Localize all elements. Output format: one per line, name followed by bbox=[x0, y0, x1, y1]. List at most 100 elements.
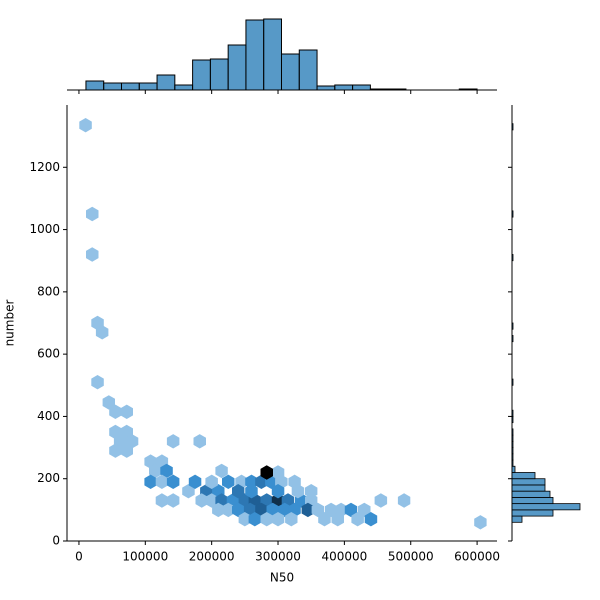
hexbin-cell bbox=[232, 484, 245, 499]
right-histogram-bar bbox=[511, 472, 536, 480]
hexbin-cell bbox=[109, 443, 122, 458]
top-histogram-bar bbox=[85, 80, 105, 91]
hexbin-cell bbox=[318, 512, 331, 527]
top-histogram-bar bbox=[352, 84, 371, 91]
right-histogram-bar bbox=[511, 459, 514, 467]
top-histogram-bar bbox=[334, 84, 354, 91]
hexbin-cell bbox=[271, 512, 285, 527]
hexbin-cell bbox=[245, 474, 258, 489]
hexbin-cell bbox=[160, 463, 173, 479]
hexbin-cell bbox=[374, 493, 388, 508]
hexbin-cell bbox=[120, 443, 133, 458]
right-histogram-bar bbox=[511, 210, 514, 218]
y-tick-label: 200 bbox=[37, 471, 60, 485]
top-histogram-bar bbox=[298, 49, 318, 91]
x-tick-label: 500000 bbox=[388, 550, 434, 564]
hexbin-cell bbox=[144, 474, 157, 489]
x-tick-label: 100000 bbox=[122, 550, 168, 564]
hexbin-cell bbox=[331, 512, 344, 527]
right-histogram-bar bbox=[511, 503, 581, 511]
hexbin-cell bbox=[285, 512, 298, 527]
top-histogram-bar bbox=[369, 88, 389, 91]
x-tick-label: 600000 bbox=[454, 550, 500, 564]
top-histogram-bar bbox=[458, 88, 478, 91]
right-histogram-bar bbox=[511, 447, 514, 455]
right-histogram-bar bbox=[511, 335, 514, 343]
hexbin-cell bbox=[271, 484, 285, 499]
top-histogram-bar bbox=[192, 59, 211, 91]
top-histogram-bar bbox=[280, 53, 300, 91]
hexbin-cell bbox=[324, 502, 338, 518]
hexbin-cell bbox=[79, 118, 92, 133]
hexbin-cell bbox=[358, 502, 371, 518]
right-histogram-bar bbox=[511, 496, 554, 505]
hexbin-cell bbox=[182, 484, 195, 499]
hexbin-cell bbox=[344, 502, 358, 518]
hexbin-cell bbox=[215, 463, 228, 479]
hexbin-cell bbox=[301, 502, 315, 518]
right-histogram-bar bbox=[511, 123, 514, 131]
right-histogram-bar bbox=[511, 465, 516, 473]
right-histogram-bar bbox=[511, 509, 554, 517]
top-histogram-bar bbox=[263, 18, 282, 91]
hexbin-cell bbox=[222, 502, 235, 518]
hexbin-cell bbox=[102, 395, 115, 410]
right-histogram-bar bbox=[511, 409, 514, 417]
top-histogram-bar bbox=[103, 82, 122, 91]
hexbin-cell bbox=[232, 502, 245, 518]
y-axis-label: number bbox=[3, 300, 17, 347]
top-histogram-bar bbox=[227, 44, 247, 91]
y-tick-label: 1000 bbox=[29, 222, 60, 236]
right-histogram-bar bbox=[511, 322, 514, 330]
top-histogram-bar bbox=[138, 82, 158, 91]
hexbin-cell bbox=[166, 474, 180, 489]
y-tick-label: 0 bbox=[52, 534, 60, 548]
hexbin-cell bbox=[205, 474, 218, 489]
y-tick-label: 800 bbox=[37, 284, 60, 298]
x-tick-label: 200000 bbox=[189, 550, 235, 564]
right-histogram-bar bbox=[511, 378, 514, 386]
hexbin-cell bbox=[271, 465, 285, 480]
top-histogram-bar bbox=[120, 82, 140, 91]
hexbin-cell bbox=[195, 493, 208, 508]
x-tick-label: 0 bbox=[75, 550, 83, 564]
hexbin-cell bbox=[91, 375, 104, 390]
hexbin-cell bbox=[278, 502, 291, 518]
x-tick-label: 400000 bbox=[321, 550, 367, 564]
hexbin-cell bbox=[238, 512, 252, 527]
hexbin-cell bbox=[212, 502, 225, 518]
hexbin-cell bbox=[248, 512, 261, 527]
hexbin-cell bbox=[351, 512, 364, 527]
right-histogram-bar bbox=[511, 254, 514, 262]
hexbin-cell bbox=[120, 404, 133, 419]
hexbin-cell bbox=[311, 502, 325, 518]
right-histogram-bar bbox=[511, 428, 514, 436]
y-tick-label: 600 bbox=[37, 347, 60, 361]
right-histogram-bar bbox=[511, 490, 551, 498]
hexbin-cell bbox=[245, 484, 258, 499]
hexbin-cell bbox=[193, 434, 206, 449]
top-histogram-bar bbox=[316, 85, 336, 91]
y-tick-label: 1200 bbox=[29, 160, 60, 174]
top-histogram-bar bbox=[245, 19, 265, 91]
hexbin-cell bbox=[188, 474, 202, 489]
top-histogram-bar bbox=[387, 88, 407, 91]
right-histogram-bar bbox=[511, 416, 514, 424]
hexbin-cell bbox=[397, 493, 411, 508]
top-histogram-bar bbox=[156, 74, 176, 91]
hexbin-cell bbox=[364, 512, 378, 527]
right-histogram-bar bbox=[511, 515, 523, 523]
right-histogram-bar bbox=[511, 440, 514, 448]
top-histogram-bar bbox=[174, 84, 194, 91]
hexbin-cell bbox=[260, 465, 273, 480]
hexbin-cell bbox=[86, 206, 99, 222]
hexbin-cell bbox=[205, 493, 218, 508]
hexbin-cell bbox=[95, 325, 109, 340]
hexbin-cell bbox=[305, 484, 318, 499]
hexbin-cell bbox=[166, 434, 180, 449]
top-histogram-bar bbox=[209, 58, 229, 91]
hexbin-cell bbox=[149, 463, 162, 479]
x-axis-label: N50 bbox=[270, 571, 294, 585]
hexbin-cell bbox=[222, 474, 235, 489]
